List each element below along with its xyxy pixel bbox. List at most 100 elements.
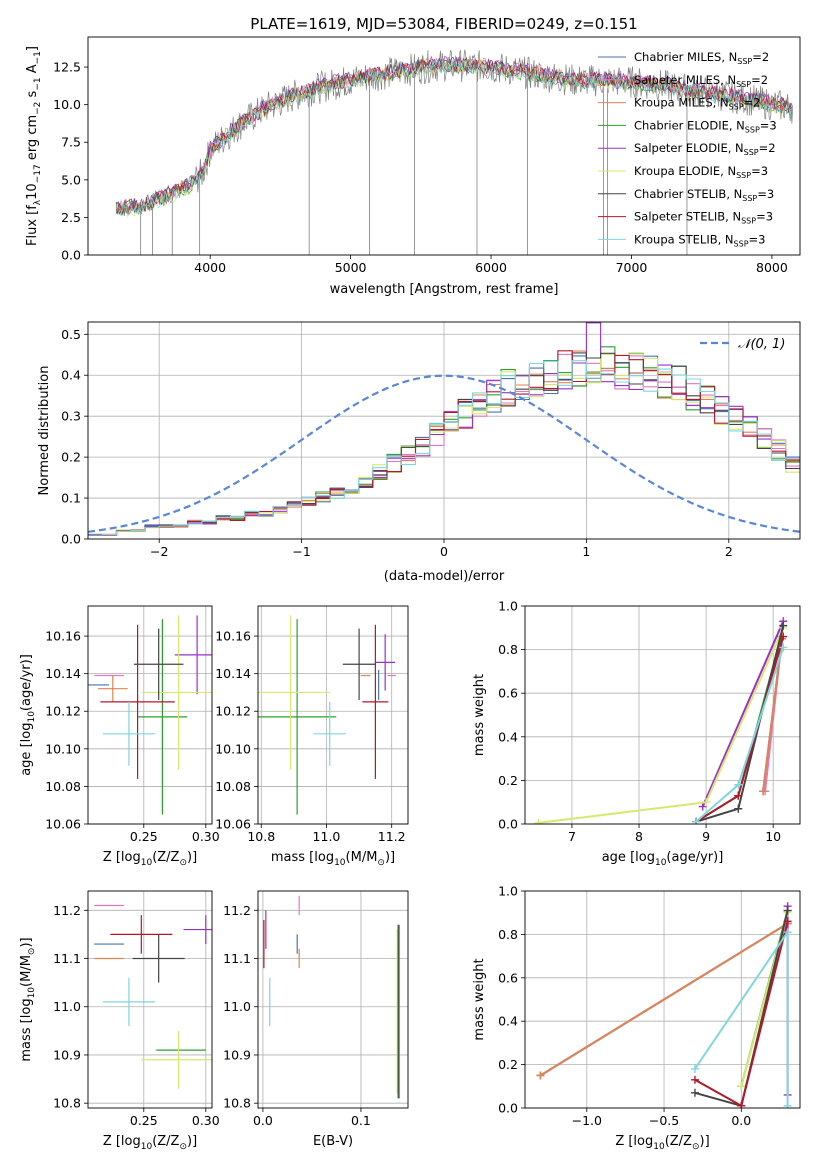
x-tick-label: 0.0 [731,1113,751,1128]
y-tick-label: 0.0 [498,817,518,832]
x-axis-label: Z [log10(Z/Z⊙)] [103,1134,197,1152]
weight-marker [783,1101,792,1108]
error-point [342,628,376,700]
x-tick-label: 0.30 [192,829,220,844]
weight-line [539,922,789,1077]
y-axis-label: mass weight [472,958,487,1040]
weight-marker [690,1075,699,1084]
x-tick-label: 10.8 [247,829,275,844]
age-vs-Z-frame [87,605,213,825]
mass-vs-Z-frame [87,890,213,1109]
y-tick-label: 0.8 [498,642,518,657]
x-tick-label: 7000 [616,260,648,275]
y-tick-label: 7.5 [61,135,81,150]
x-axis-label: mass [log10(M/M⊙)] [271,850,395,868]
weight-vs-Z-plot [536,902,792,1108]
y-tick-label: 10.12 [215,704,251,719]
y-axis-label: age [log10(age/yr)] [19,654,37,776]
error-point [110,915,173,954]
y-tick-label: 0.0 [498,1101,518,1116]
legend-label: Kroupa ELODIE, NSSP=3 [634,164,768,180]
error-point [132,934,185,983]
error-point [258,615,330,770]
weight-marker [779,632,788,641]
x-tick-label: 7 [568,829,576,844]
y-tick-label: 0.4 [498,729,518,744]
mass-vs-EBV-axes: 0.0 0.1 10.8 10.9 11.0 11.1 11.2 E(B-V) [223,890,409,1149]
weight-marker [536,1071,545,1080]
x-tick-label: 0 [440,544,448,559]
y-tick-label: 10.0 [53,97,81,112]
x-tick-label: 11.2 [378,829,406,844]
figure-title: PLATE=1619, MJD=53084, FIBERID=0249, z=0… [250,15,637,33]
error-point [102,977,155,1027]
residuals-plot [88,322,800,536]
spectrum-plot [115,49,794,255]
weight-marker [702,798,711,807]
y-tick-label: 10.12 [45,704,81,719]
x-tick-label: 1 [582,544,590,559]
spectrum-frame [87,36,801,256]
y-tick-label: 1.0 [498,884,518,899]
weight-marker [692,817,701,824]
weight-vs-age-frame [524,605,801,825]
y-tick-label: 0.5 [61,327,81,342]
error-point [362,624,389,779]
error-point [375,634,395,691]
x-tick-label: −1.0 [572,1113,602,1128]
legend-label: Kroupa MILES, NSSP=2 [634,96,760,112]
legend: Chabrier MILES, NSSP=2 Salpeter MILES, NS… [598,50,777,248]
weight-line [538,627,785,824]
x-tick-label: 11.0 [313,829,341,844]
mass-vs-Z-axes: 0.25 0.30 10.8 10.9 11.0 11.1 11.2 Z [log10(Z/Z… [19,890,220,1152]
x-tick-label: −2 [150,544,168,559]
y-axis-label: Normed distribution [37,366,52,496]
error-point [174,615,212,695]
x-tick-label: 8 [635,829,643,844]
x-tick-label: 5000 [335,260,367,275]
y-tick-label: 0.0 [61,248,81,263]
legend-label: Salpeter ELODIE, NSSP=2 [634,141,776,157]
error-point [183,915,212,945]
error-point [97,675,128,702]
y-tick-label: 12.5 [53,60,81,75]
y-tick-label: 11.1 [53,951,81,966]
weight-marker [759,787,768,796]
residuals-frame [87,321,801,540]
age-vs-mass-frame [257,605,409,825]
y-tick-label: 10.9 [53,1047,81,1062]
x-axis-label: Z [log10(Z/Z⊙)] [103,850,197,868]
y-tick-label: 10.14 [45,666,81,681]
legend-label: Chabrier STELIB, NSSP=3 [634,187,774,203]
x-axis-label: (data-model)/error [384,569,505,584]
histogram-step [88,360,800,536]
y-tick-label: 10.10 [215,741,251,756]
mass-vs-EBV-frame [257,890,409,1109]
legend-label: Kroupa STELIB, NSSP=3 [634,232,765,248]
y-tick-label: 10.06 [215,817,251,832]
age-vs-Z-plot [88,615,212,815]
x-tick-label: 0.0 [253,1113,273,1128]
y-tick-label: 11.1 [223,951,251,966]
weight-vs-age-plot [534,617,788,824]
y-tick-label: 10.9 [223,1047,251,1062]
error-point [258,619,337,815]
spectrum-axes: 4000 5000 6000 7000 8000 0.0 2.5 5.0 7.5 10.0 12.5… [25,36,801,297]
y-tick-label: 0.8 [498,927,518,942]
weight-marker [779,621,788,630]
y-tick-label: 0.4 [498,1014,518,1029]
x-tick-label: 9 [702,829,710,844]
x-tick-label: −1 [292,544,310,559]
x-axis-label: Z [log10(Z/Z⊙)] [615,1134,709,1152]
x-tick-label: 0.25 [130,1113,158,1128]
weight-marker [734,791,743,800]
y-tick-label: 2.5 [61,210,81,225]
y-tick-label: 5.0 [61,172,81,187]
y-tick-label: 0.1 [61,491,81,506]
y-tick-label: 10.08 [215,779,251,794]
normal-curve [88,374,800,533]
x-tick-label: −0.5 [649,1113,679,1128]
x-tick-label: 6000 [475,260,507,275]
y-tick-label: 0.6 [498,686,518,701]
error-point [137,619,188,815]
